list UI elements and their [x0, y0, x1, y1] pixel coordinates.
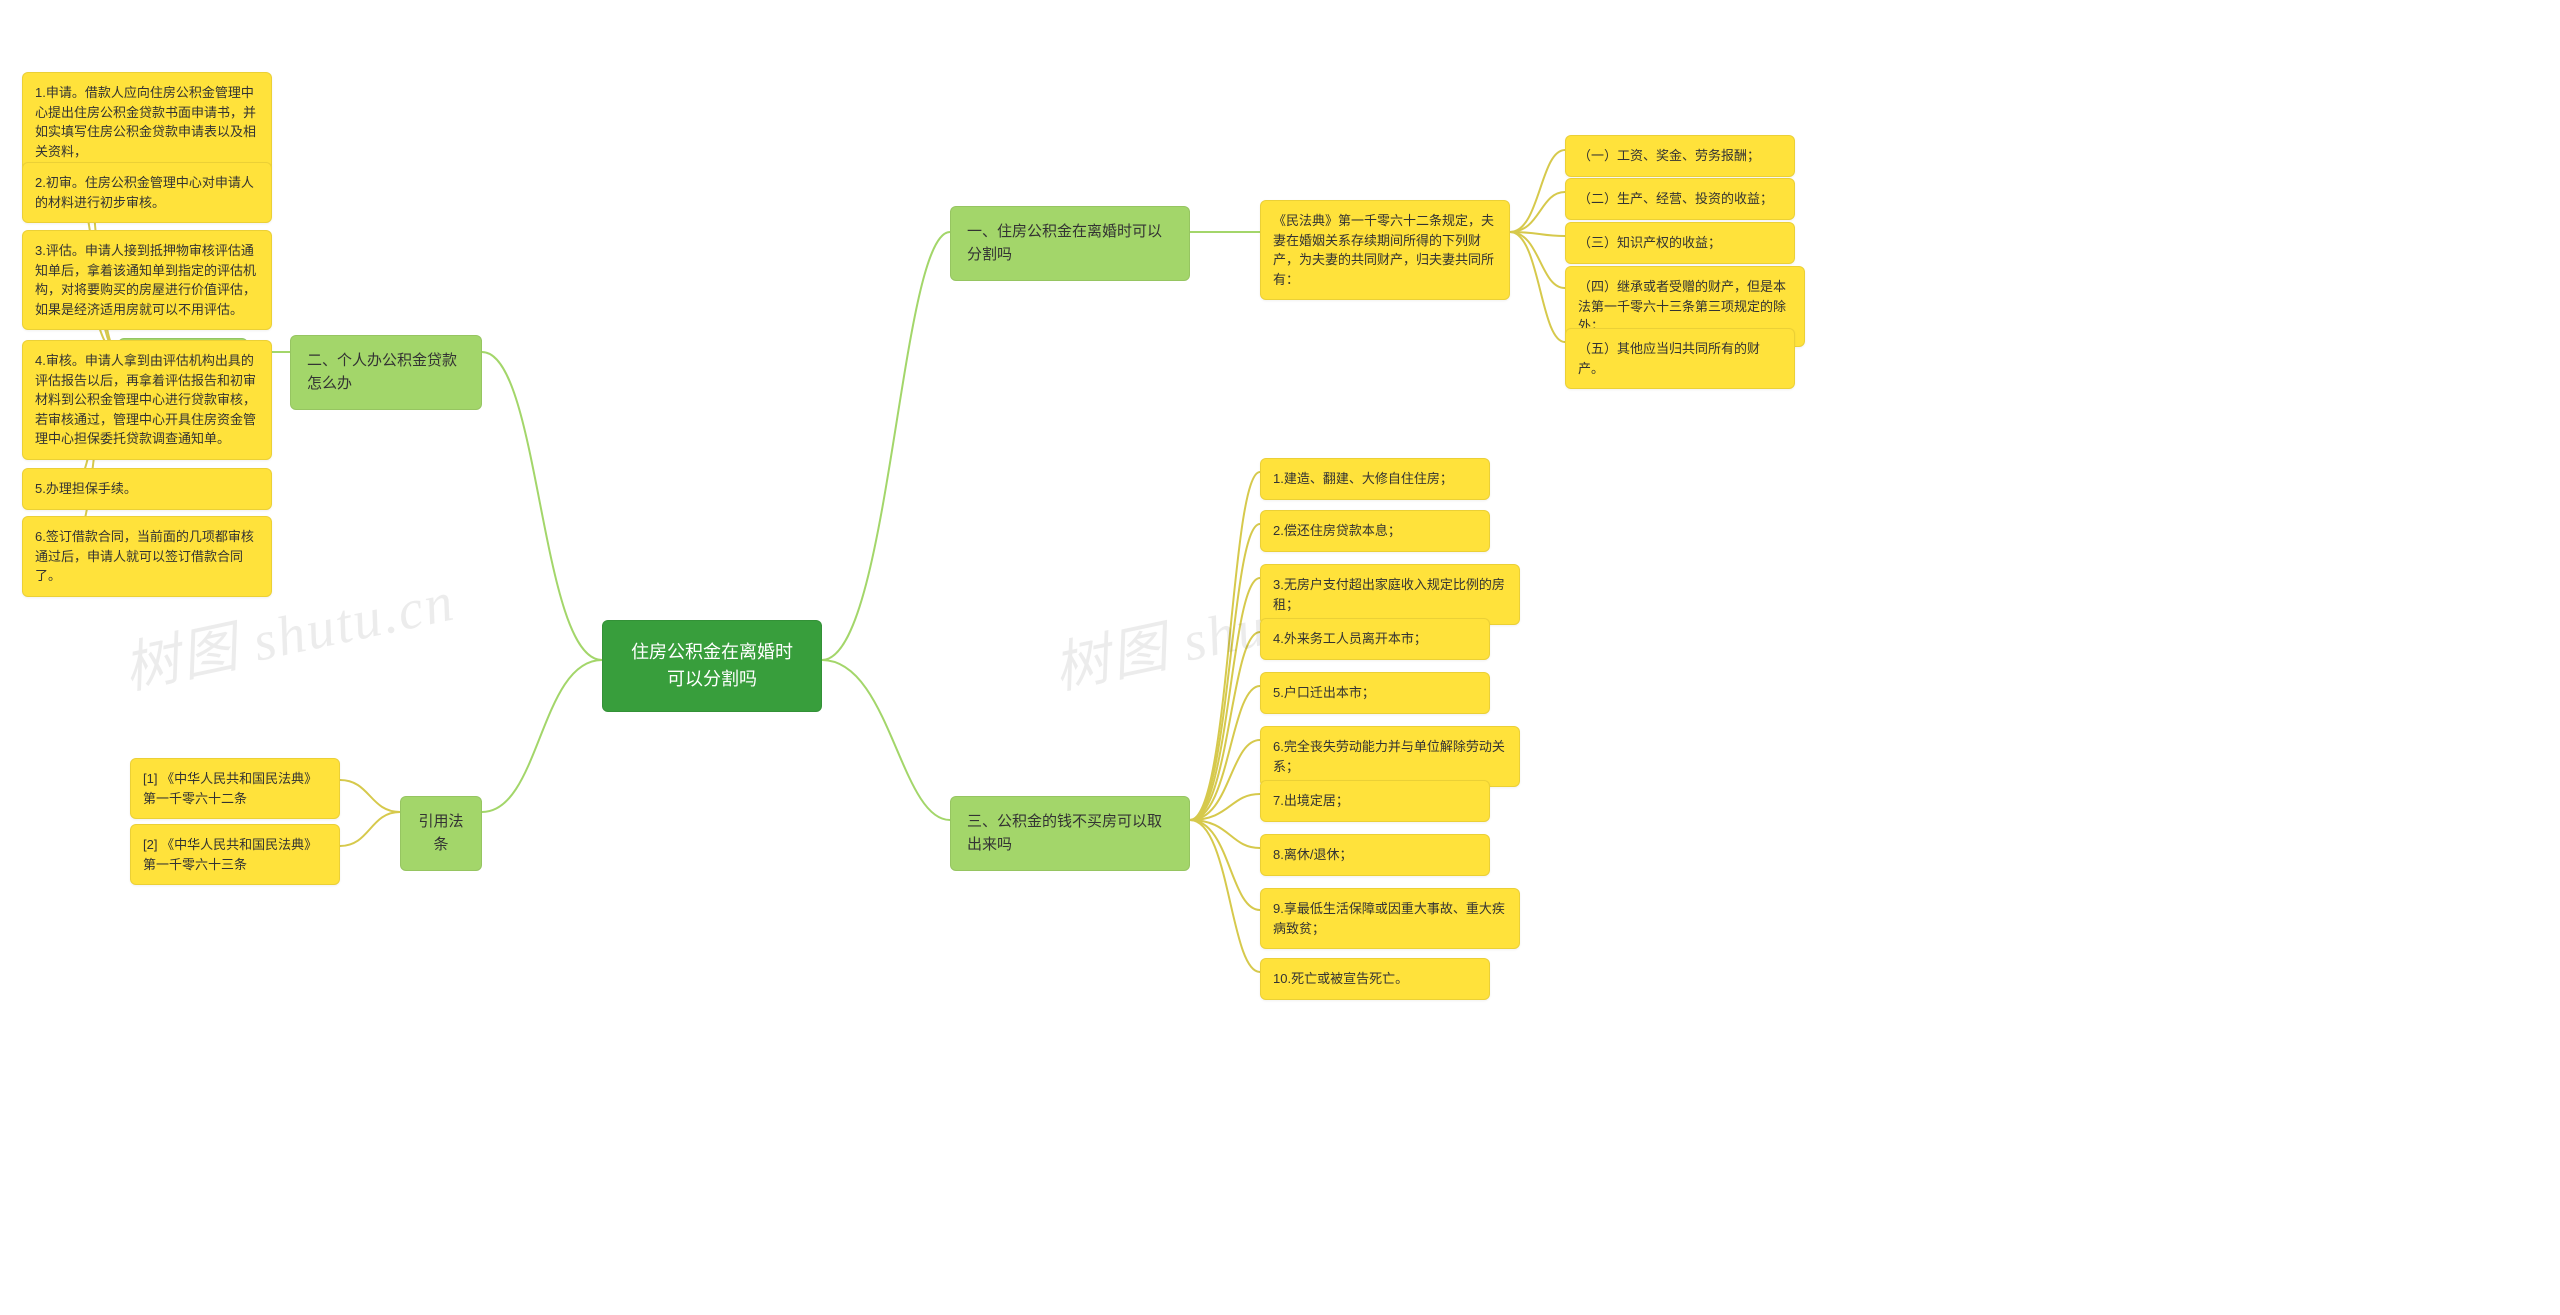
branch2-leaf-5: 6.签订借款合同，当前面的几项都审核通过后，申请人就可以签订借款合同了。: [22, 516, 272, 597]
branch1-leaf-0: （一）工资、奖金、劳务报酬；: [1565, 135, 1795, 177]
branch1-leaf-1: （二）生产、经营、投资的收益；: [1565, 178, 1795, 220]
branch2-leaf-0: 1.申请。借款人应向住房公积金管理中心提出住房公积金贷款书面申请书，并如实填写住…: [22, 72, 272, 172]
branch3-leaf-9: 10.死亡或被宣告死亡。: [1260, 958, 1490, 1000]
branch3-leaf-2: 3.无房户支付超出家庭收入规定比例的房租；: [1260, 564, 1520, 625]
branch3-leaf-4: 5.户口迁出本市；: [1260, 672, 1490, 714]
branch3-title[interactable]: 三、公积金的钱不买房可以取出来吗: [950, 796, 1190, 871]
branch3-leaf-3: 4.外来务工人员离开本市；: [1260, 618, 1490, 660]
root-node[interactable]: 住房公积金在离婚时可以分割吗: [602, 620, 822, 712]
branch2-leaf-4: 5.办理担保手续。: [22, 468, 272, 510]
branch4-leaf-0: [1] 《中华人民共和国民法典》 第一千零六十二条: [130, 758, 340, 819]
branch2-leaf-3: 4.审核。申请人拿到由评估机构出具的评估报告以后，再拿着评估报告和初审材料到公积…: [22, 340, 272, 460]
branch3-leaf-6: 7.出境定居；: [1260, 780, 1490, 822]
branch4-leaf-1: [2] 《中华人民共和国民法典》 第一千零六十三条: [130, 824, 340, 885]
branch1-title[interactable]: 一、住房公积金在离婚时可以分割吗: [950, 206, 1190, 281]
branch1-sub[interactable]: 《民法典》第一千零六十二条规定，夫妻在婚姻关系存续期间所得的下列财产，为夫妻的共…: [1260, 200, 1510, 300]
branch1-leaf-4: （五）其他应当归共同所有的财产。: [1565, 328, 1795, 389]
branch2-leaf-2: 3.评估。申请人接到抵押物审核评估通知单后，拿着该通知单到指定的评估机构，对将要…: [22, 230, 272, 330]
branch2-leaf-1: 2.初审。住房公积金管理中心对申请人的材料进行初步审核。: [22, 162, 272, 223]
branch1-leaf-2: （三）知识产权的收益；: [1565, 222, 1795, 264]
branch3-leaf-0: 1.建造、翻建、大修自住住房；: [1260, 458, 1490, 500]
branch3-leaf-8: 9.享最低生活保障或因重大事故、重大疾病致贫；: [1260, 888, 1520, 949]
branch4-title[interactable]: 引用法条: [400, 796, 482, 871]
branch3-leaf-1: 2.偿还住房贷款本息；: [1260, 510, 1490, 552]
branch3-leaf-5: 6.完全丧失劳动能力并与单位解除劳动关系；: [1260, 726, 1520, 787]
branch2-title[interactable]: 二、个人办公积金贷款怎么办: [290, 335, 482, 410]
branch3-leaf-7: 8.离休/退休；: [1260, 834, 1490, 876]
